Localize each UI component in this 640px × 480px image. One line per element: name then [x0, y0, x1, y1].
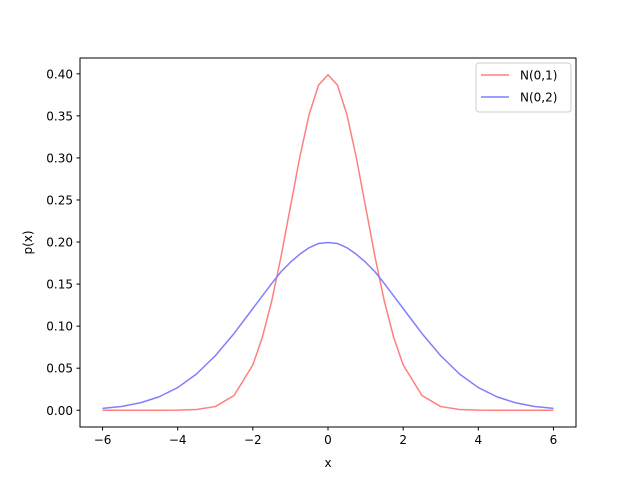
legend-entries: N(0,1) N(0,2)	[481, 69, 557, 105]
plot-lines	[102, 73, 554, 412]
series-line-2	[102, 241, 554, 410]
series-line-1	[102, 73, 554, 412]
x-tick-label: −2	[244, 433, 262, 447]
y-axis: 0.00 0.05 0.10 0.15 0.20 0.25 0.30 0.35 0.40	[46, 67, 80, 418]
legend-label-1: N(0,1)	[520, 69, 557, 83]
x-tick-label: 2	[399, 433, 407, 447]
legend: N(0,1) N(0,2)	[475, 62, 572, 113]
x-tick-label: 0	[324, 433, 332, 447]
y-tick-label: 0.00	[46, 404, 73, 418]
x-tick-label: −6	[94, 433, 112, 447]
x-tick-label: −4	[169, 433, 187, 447]
x-tick-label: 4	[474, 433, 482, 447]
y-tick-label: 0.10	[46, 320, 73, 334]
y-tick-label: 0.40	[46, 67, 73, 81]
y-tick-label: 0.35	[46, 109, 73, 123]
y-tick-label: 0.20	[46, 236, 73, 250]
legend-label-2: N(0,2)	[520, 91, 557, 105]
x-axis: −6 −4 −2 0 2 4 6	[94, 427, 558, 447]
y-tick-label: 0.25	[46, 193, 73, 207]
y-tick-label: 0.30	[46, 151, 73, 165]
x-axis-label: x	[324, 456, 331, 470]
y-tick-label: 0.15	[46, 278, 73, 292]
y-tick-label: 0.05	[46, 362, 73, 376]
x-tick-label: 6	[550, 433, 558, 447]
y-axis-label: p(x)	[21, 230, 35, 254]
